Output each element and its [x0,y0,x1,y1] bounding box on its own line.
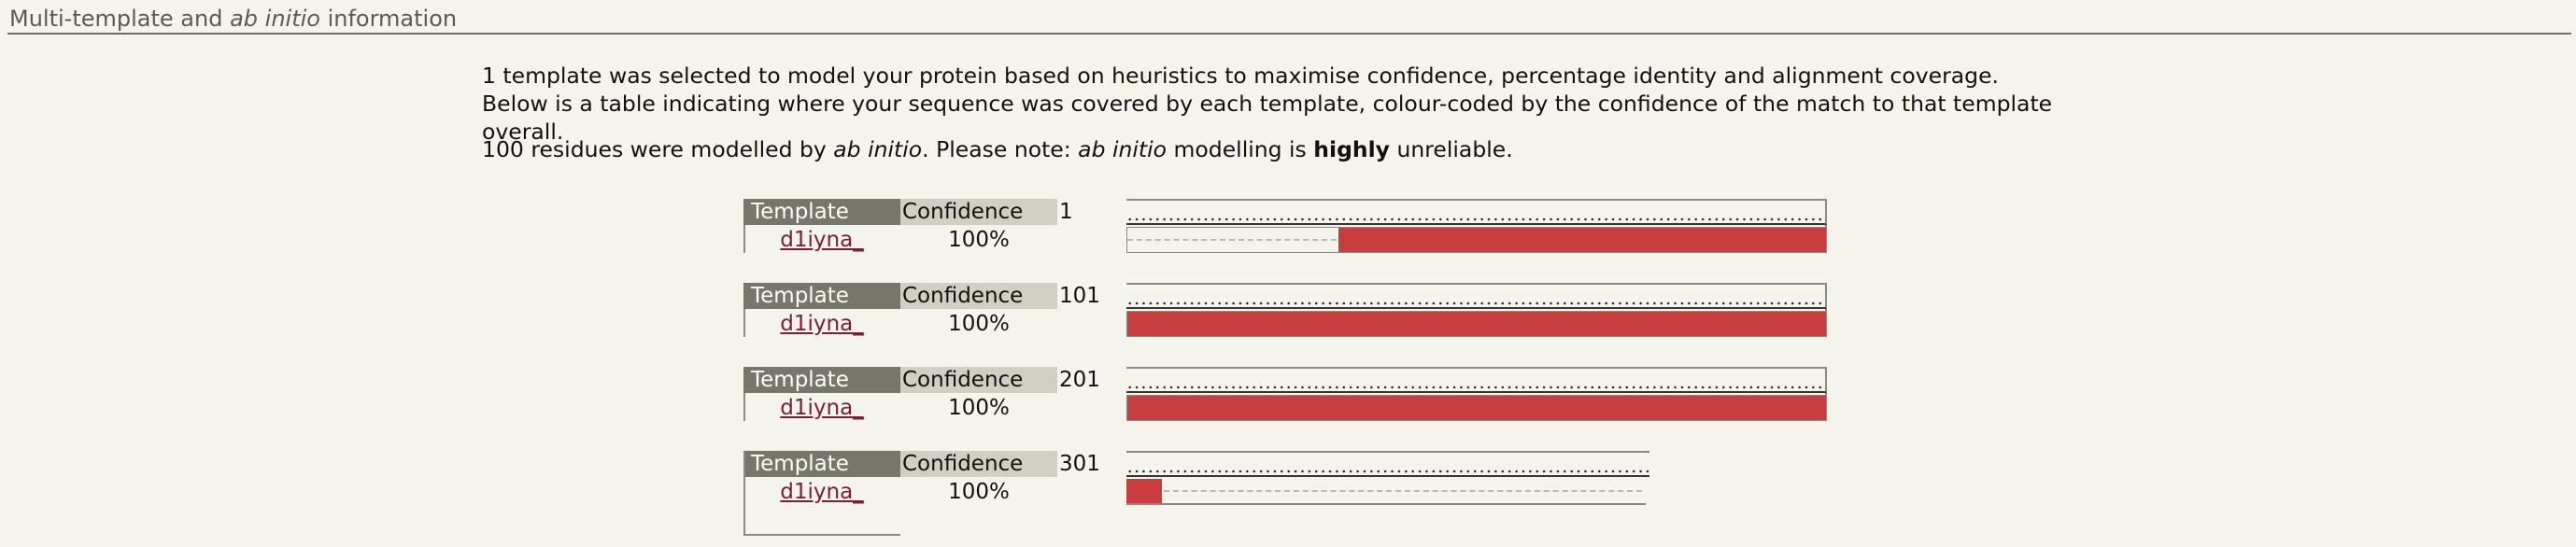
residue-start-label: 1 [1059,200,1073,224]
ab-initio-note: 100 residues were modelled by ab initio.… [482,136,1513,162]
confidence-value: 100% [948,312,1010,336]
section-title-italic: ab initio [230,6,320,32]
coverage-track [1126,227,1827,253]
template-link[interactable]: d1iyna_ [780,480,864,504]
table-left-border [743,452,745,536]
confidence-header: Confidence [900,199,1057,225]
template-link[interactable]: d1iyna_ [780,396,864,420]
coverage-track [1126,395,1827,421]
confidence-header: Confidence [900,283,1057,309]
coverage-bar [1127,396,1826,420]
template-header: Template [743,367,900,393]
residue-ruler [1126,199,1827,225]
confidence-value: 100% [948,396,1010,420]
residue-start-label: 101 [1059,284,1100,308]
note-text: unreliable. [1390,136,1513,162]
note-text: 100 residues were modelled by [482,136,834,162]
coverage-track [1126,479,1646,505]
note-italic: ab initio [1078,136,1168,162]
template-link[interactable]: d1iyna_ [780,312,864,336]
note-text: modelling is [1167,136,1314,162]
section-divider [7,33,2571,35]
uncovered-gap [1164,490,1642,492]
coverage-bar [1338,228,1826,252]
note-text: . Please note: [922,136,1079,162]
confidence-header: Confidence [900,367,1057,393]
residue-start-label: 301 [1059,452,1100,476]
residue-ruler [1126,367,1827,393]
section-title-suffix: information [319,6,458,32]
coverage-track [1126,311,1827,337]
confidence-value: 100% [948,480,1010,504]
confidence-value: 100% [948,228,1010,252]
section-title-text: Multi-template and [9,6,231,32]
note-bold: highly [1313,136,1390,162]
section-title: Multi-template and ab initio information [9,6,457,32]
residue-start-label: 201 [1059,368,1100,392]
note-italic: ab initio [833,136,923,162]
residue-ruler [1126,283,1827,309]
template-description: 1 template was selected to model your pr… [482,63,2053,145]
residue-ruler [1126,451,1649,477]
template-header: Template [743,283,900,309]
template-header: Template [743,199,900,225]
coverage-bar [1127,312,1826,336]
uncovered-gap [1127,239,1337,241]
template-link[interactable]: d1iyna_ [780,228,864,252]
confidence-header: Confidence [900,451,1057,477]
template-header: Template [743,451,900,477]
table-bottom-border [743,534,900,536]
coverage-bar [1126,479,1162,503]
